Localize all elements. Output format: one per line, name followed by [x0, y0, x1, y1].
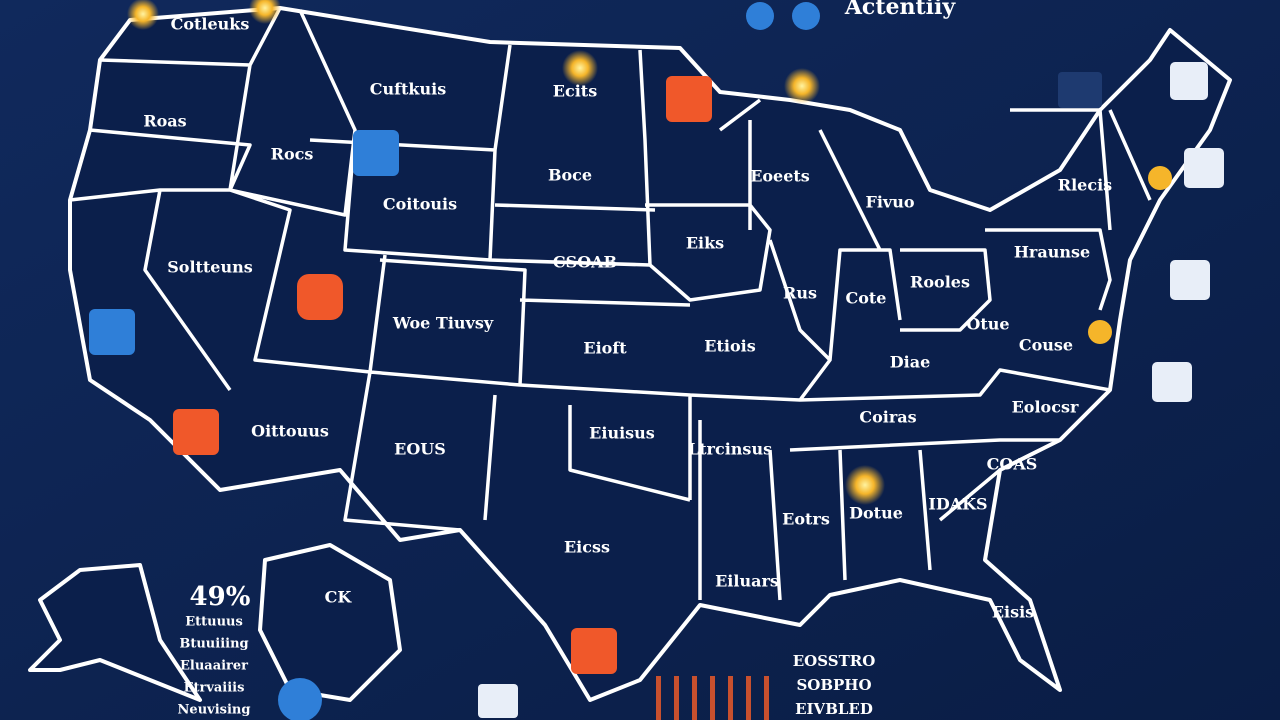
state-label: Hraunse: [1014, 243, 1090, 262]
stat-item: Btuuiiing: [179, 637, 248, 652]
bar-decoration: [656, 676, 769, 720]
state-label: Rooles: [910, 273, 970, 292]
state-label: Cotleuks: [171, 15, 250, 34]
state-label: Eicss: [564, 538, 610, 557]
state-label: Soltteuns: [167, 258, 253, 277]
state-label: CK: [325, 588, 353, 607]
state-label: Cuftkuis: [370, 80, 446, 99]
state-label: Otue: [966, 315, 1009, 334]
orange-icon: [571, 628, 617, 674]
state-label: Woe Tiuvsy: [392, 314, 494, 333]
white-icon: [1152, 362, 1192, 402]
blue-icon: [353, 130, 399, 176]
white-icon: [478, 684, 518, 718]
orange-icon: [173, 409, 219, 455]
state-label: Cote: [846, 289, 887, 308]
state-label: Ltrcinsus: [688, 440, 772, 459]
stat-item: Eluaairer: [180, 659, 248, 674]
blue-icon: [792, 2, 820, 30]
state-label: Fivuo: [865, 193, 914, 212]
state-label: Rlecis: [1058, 176, 1112, 195]
state-label: Eioft: [583, 339, 627, 358]
state-label: Eoeets: [750, 167, 810, 186]
legend-item: EIVBLED: [795, 700, 873, 718]
glow-dot: [1148, 166, 1172, 190]
title: Actentiiy: [844, 0, 956, 20]
state-label: Ecits: [553, 82, 597, 101]
state-label: Etiois: [704, 337, 755, 356]
glow-dot: [784, 68, 820, 104]
state-borders: [69, 7, 1152, 601]
glow-dot: [845, 465, 885, 505]
icons: [89, 0, 1224, 720]
white-icon: [1170, 260, 1210, 300]
state-label: Eisis: [992, 603, 1034, 622]
orange-icon: [297, 274, 343, 320]
state-label: Eiuisus: [589, 424, 655, 443]
panel-icon: [1058, 72, 1102, 108]
state-label: Dotue: [849, 504, 903, 523]
state-label: Eiks: [686, 234, 724, 253]
state-label: IDAKS: [928, 495, 987, 514]
state-label: Couse: [1019, 336, 1073, 355]
us-outline: [28, 6, 1232, 702]
white-icon: [1184, 148, 1224, 188]
state-label: Coitouis: [383, 195, 457, 214]
state-label: CSOAB: [553, 253, 617, 272]
state-label: Diae: [890, 353, 931, 372]
blue-icon: [278, 678, 322, 720]
state-label: COAS: [987, 455, 1038, 474]
stat-item: Etrvaiiis: [184, 681, 245, 696]
stat-value: 49%: [190, 582, 251, 612]
orange-icon: [666, 76, 712, 122]
stat-item: Ettuuus: [185, 615, 243, 630]
state-label: Rocs: [271, 145, 314, 164]
blue-icon: [89, 309, 135, 355]
stat-item: Neuvising: [178, 703, 251, 718]
state-label: Rus: [783, 284, 817, 303]
glow-dot: [127, 0, 159, 30]
glow-dot: [249, 0, 281, 24]
state-label: Coiras: [859, 408, 916, 427]
state-label: Eiluars: [715, 572, 779, 591]
state-label: Eotrs: [782, 510, 830, 529]
blue-icon: [746, 2, 774, 30]
state-label: Eolocsr: [1012, 398, 1079, 417]
glow-dot: [1088, 320, 1112, 344]
legend-item: SOBPHO: [796, 676, 871, 694]
state-label: Boce: [548, 166, 592, 185]
legend-item: EOSSTRO: [793, 652, 876, 670]
state-label: Oittouus: [251, 422, 329, 441]
state-label: EOUS: [394, 440, 446, 459]
white-icon: [1170, 62, 1208, 100]
state-label: Roas: [143, 112, 186, 131]
glow-dot: [562, 50, 598, 86]
